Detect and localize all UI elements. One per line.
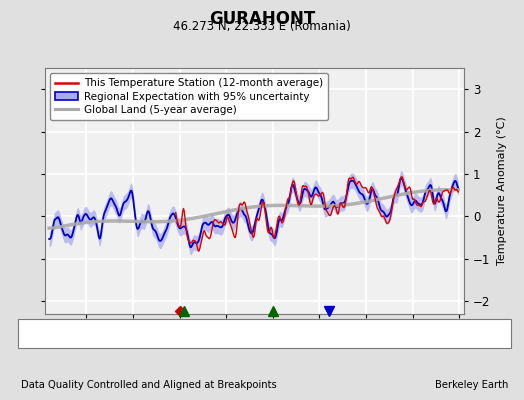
Y-axis label: Temperature Anomaly (°C): Temperature Anomaly (°C)	[497, 117, 507, 265]
Text: Record Gap: Record Gap	[156, 329, 216, 338]
Legend: This Temperature Station (12-month average), Regional Expectation with 95% uncer: This Temperature Station (12-month avera…	[50, 73, 329, 120]
Text: Berkeley Earth: Berkeley Earth	[435, 380, 508, 390]
Text: Station Move: Station Move	[41, 329, 109, 338]
Text: Data Quality Controlled and Aligned at Breakpoints: Data Quality Controlled and Aligned at B…	[21, 380, 277, 390]
Text: Time of Obs. Change: Time of Obs. Change	[282, 329, 391, 338]
Text: 46.273 N, 22.333 E (Romania): 46.273 N, 22.333 E (Romania)	[173, 20, 351, 33]
Text: GURAHONT: GURAHONT	[209, 10, 315, 28]
Text: Empirical Break: Empirical Break	[402, 329, 485, 338]
